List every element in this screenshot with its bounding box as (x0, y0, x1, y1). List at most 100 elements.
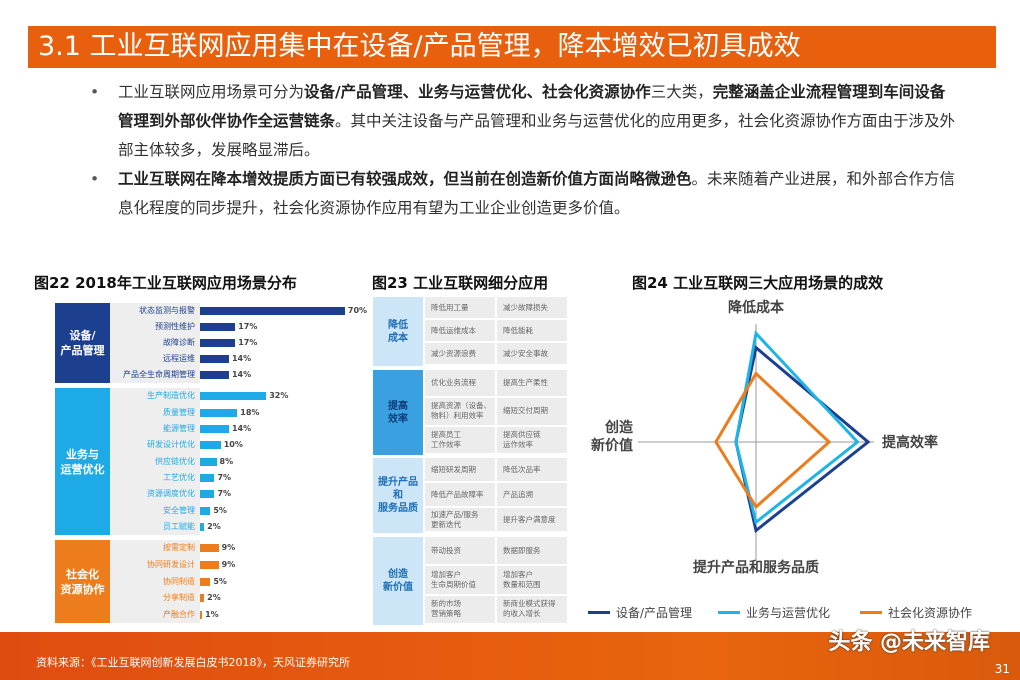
bar-label: 分享制造 (163, 593, 195, 603)
bar-value: 14% (231, 370, 252, 379)
text: 工业互联网应用场景可分为 (118, 83, 305, 101)
bar-value: 18% (240, 407, 260, 417)
legend-label: 社会化资源协作 (888, 606, 973, 620)
bar-label: 供应链优化 (155, 456, 195, 466)
text: 。其中关注设备与产品管理和业务与运营优化的应用更多，社会化资源协作方面由于涉及外… (118, 112, 956, 159)
table-cell: 提高资源（设备、 物料）利用效率 (425, 398, 495, 425)
table-cell: 提升客户满意度 (497, 508, 567, 531)
radar-axis-label: 创造新价值 (591, 419, 633, 454)
legend-swatch (718, 611, 740, 614)
bar (200, 424, 229, 433)
bar-label: 质量管理 (163, 407, 195, 417)
bullet-item: 工业互联网在降本增效提质方面已有较强成效，但当前在创造新价值方面尚略微逊色。未来… (90, 165, 960, 223)
bar (200, 355, 229, 363)
bar-value: 32% (269, 391, 289, 401)
table-cell: 减少故障损失 (497, 297, 567, 318)
fig23-caption: 图23 工业互联网细分应用 (372, 274, 549, 292)
bar-value: 5% (213, 505, 227, 515)
fig22-caption: 图22 2018年工业互联网应用场景分布 (34, 274, 297, 292)
bar (200, 594, 205, 603)
radar-axis-label: 降低成本 (728, 299, 785, 316)
radar-series-业务与运营优化 (734, 330, 860, 525)
bar-label: 员工赋能 (163, 521, 195, 531)
bar-value: 2% (207, 593, 221, 603)
group-label: 设备/ 产品管理 (55, 303, 110, 383)
bar (200, 560, 219, 569)
table-cell: 数据即服务 (497, 537, 567, 565)
table-cell: 提高供应链 运作效率 (497, 426, 567, 453)
bar (200, 441, 221, 450)
bar-label: 安全管理 (163, 505, 195, 515)
bar-value: 9% (221, 559, 236, 569)
radar-axis-label: 提高效率 (882, 434, 938, 451)
bar (200, 544, 219, 553)
bar (200, 307, 345, 315)
legend-item: 业务与运营优化 (718, 604, 830, 621)
bar (200, 392, 267, 401)
bar-value: 14% (231, 423, 252, 433)
bar-value: 5% (213, 576, 227, 586)
bullet-list: 工业互联网应用场景可分为设备/产品管理、业务与运营优化、社会化资源协作三大类，完… (90, 78, 960, 223)
bar (200, 506, 211, 515)
bullet-item: 工业互联网应用场景可分为设备/产品管理、业务与运营优化、社会化资源协作三大类，完… (90, 78, 960, 165)
page-number: 31 (994, 662, 1010, 676)
bar-label: 按需定制 (163, 543, 195, 553)
table-cell: 降低用工量 (425, 297, 495, 318)
bar-value: 10% (223, 440, 243, 450)
bar-value: 17% (238, 338, 258, 347)
source-note: 资料来源：《工业互联网创新发展白皮书2018》，天风证券研究所 (36, 656, 350, 669)
bar-label: 能源管理 (163, 423, 195, 433)
bar-label: 生产制造优化 (147, 391, 195, 401)
bar-label: 远程运维 (163, 354, 195, 363)
table-group-label: 提高 效率 (373, 370, 423, 455)
bar-label: 研发设计优化 (147, 440, 195, 450)
legend-label: 设备/产品管理 (616, 606, 693, 620)
text: 三大类， (650, 83, 713, 101)
table-cell: 缩短研发周期 (425, 458, 495, 481)
bar-value: 1% (205, 609, 219, 619)
watermark: 头条 @未来智库 (828, 630, 990, 655)
table-cell: 降低次品率 (497, 458, 567, 481)
bar-label: 协同制造 (163, 576, 195, 586)
bar-value: 2% (207, 521, 221, 531)
bar (200, 457, 217, 466)
bar-label: 产品全生命周期管理 (123, 370, 195, 379)
table-cell: 提高员工 工作效率 (425, 426, 495, 453)
bar (200, 610, 203, 619)
legend-swatch (860, 611, 882, 614)
legend-label: 业务与运营优化 (746, 606, 831, 620)
table-cell: 减少资源浪费 (425, 343, 495, 364)
table-cell: 增加客户 生命周期价值 (425, 566, 495, 594)
bar-value: 7% (217, 472, 232, 482)
table-cell: 缩短交付周期 (497, 398, 567, 425)
bold-text: 工业互联网在降本增效提质方面已有较强成效，但当前在创造新价值方面尚略微逊色 (118, 170, 692, 188)
legend-swatch (588, 611, 610, 614)
table-cell: 新商业模式获得 的收入增长 (497, 595, 567, 623)
legend-item: 社会化资源协作 (860, 604, 972, 621)
table-group-label: 创造 新价值 (373, 537, 423, 625)
table-cell: 降低运维成本 (425, 320, 495, 341)
fig24-caption: 图24 工业互联网三大应用场景的成效 (632, 274, 884, 292)
label-panel (110, 540, 200, 623)
table-cell: 加速产品/服务 更新迭代 (425, 508, 495, 531)
legend-item: 设备/产品管理 (588, 604, 692, 621)
bar (200, 323, 236, 331)
slide-title: 3.1 工业互联网应用集中在设备/产品管理，降本增效已初具成效 (28, 26, 996, 68)
table-cell: 降低能耗 (497, 320, 567, 341)
table-cell: 增加客户 数量和范围 (497, 566, 567, 594)
table-cell: 降低产品故障率 (425, 483, 495, 506)
table-cell: 优化业务流程 (425, 370, 495, 397)
table-cell: 提高生产柔性 (497, 370, 567, 397)
label-panel (110, 388, 200, 535)
table-cell: 新的市场 营销策略 (425, 595, 495, 623)
bold-text: 设备/产品管理、业务与运营优化、社会化资源协作 (304, 83, 651, 101)
table-group-label: 提升产品 和 服务品质 (373, 458, 423, 533)
label-panel (110, 303, 200, 383)
radar-series-社会化资源协作 (714, 371, 832, 510)
bar-value: 8% (219, 456, 234, 466)
table-cell: 带动投资 (425, 537, 495, 565)
radar-axis-label: 提升产品和服务品质 (693, 559, 819, 576)
bar (200, 371, 229, 379)
bar-label: 产融合作 (163, 609, 195, 619)
